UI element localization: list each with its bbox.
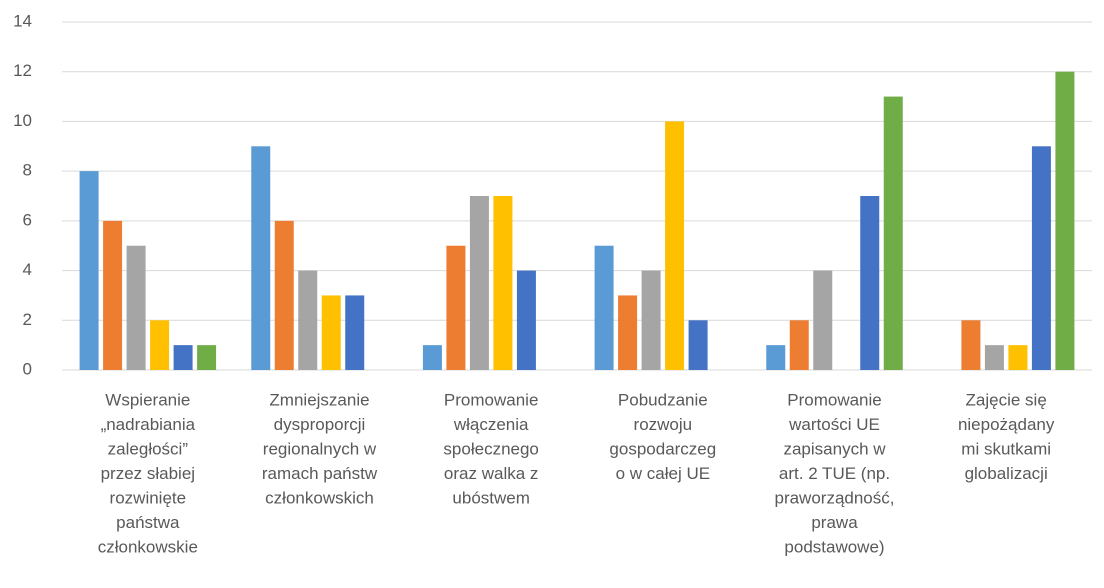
- y-tick-label: 12: [13, 61, 32, 80]
- bar: [1031, 146, 1051, 370]
- bar: [197, 345, 217, 370]
- x-tick-label: członkowskie: [98, 537, 198, 556]
- bar: [321, 295, 341, 370]
- y-tick-label: 8: [23, 161, 32, 180]
- x-tick-label: ramach państw: [262, 464, 378, 483]
- y-tick-label: 6: [23, 210, 32, 229]
- x-tick-label: społecznego: [443, 439, 538, 458]
- bar: [961, 320, 981, 370]
- x-tick-label: państwa: [116, 513, 180, 532]
- bar: [813, 270, 833, 370]
- x-tick-label: Wspieranie: [105, 390, 190, 409]
- bar: [984, 345, 1004, 370]
- y-tick-label: 14: [13, 11, 32, 30]
- bar: [516, 270, 536, 370]
- x-tick-label: niepożądany: [958, 415, 1055, 434]
- x-tick-label: ubóstwem: [452, 488, 529, 507]
- x-tick-label: wartości UE: [788, 415, 880, 434]
- bar: [173, 345, 193, 370]
- x-tick-label: podstawowe): [784, 537, 884, 556]
- bar: [103, 220, 123, 370]
- bar: [298, 270, 318, 370]
- bar: [493, 196, 513, 370]
- x-tick-label: gospodarczeg: [609, 439, 716, 458]
- bar: [883, 96, 903, 371]
- x-tick-label: rozwinięte: [110, 488, 187, 507]
- bar: [126, 245, 146, 370]
- bar: [688, 320, 708, 370]
- x-tick-label: mi skutkami: [961, 439, 1051, 458]
- bar: [79, 171, 99, 370]
- x-tick-label: prawa: [811, 513, 858, 532]
- bar: [345, 295, 365, 370]
- bar: [422, 345, 442, 370]
- x-tick-label: członkowskich: [265, 488, 374, 507]
- x-tick-label: „nadrabiania: [101, 415, 196, 434]
- x-tick-label: globalizacji: [965, 464, 1048, 483]
- bar: [860, 196, 880, 370]
- bar: [1055, 71, 1075, 370]
- bar: [618, 295, 638, 370]
- x-tick-label: art. 2 TUE (np.: [779, 464, 890, 483]
- bar: [641, 270, 661, 370]
- bar: [789, 320, 809, 370]
- x-tick-label: przez słabiej: [101, 464, 196, 483]
- y-tick-label: 10: [13, 111, 32, 130]
- x-tick-label: Zmniejszanie: [269, 390, 369, 409]
- bar: [446, 245, 466, 370]
- x-tick-label: oraz walka z: [444, 464, 538, 483]
- y-tick-label: 2: [23, 310, 32, 329]
- x-tick-label: praworządność,: [774, 488, 894, 507]
- x-tick-label: o w całej UE: [616, 464, 710, 483]
- x-tick-label: włączenia: [453, 415, 529, 434]
- bar: [594, 245, 614, 370]
- x-tick-label: Pobudzanie: [618, 390, 708, 409]
- x-tick-label: rozwoju: [634, 415, 693, 434]
- bar: [251, 146, 271, 370]
- bar: [150, 320, 170, 370]
- y-tick-label: 4: [23, 260, 32, 279]
- x-tick-label: Promowanie: [787, 390, 882, 409]
- x-tick-label: Zajęcie się: [966, 390, 1047, 409]
- bar: [274, 220, 294, 370]
- bar: [1008, 345, 1028, 370]
- y-tick-label: 0: [23, 359, 32, 378]
- bar: [766, 345, 786, 370]
- x-tick-label: zaległości”: [108, 439, 189, 458]
- x-tick-label: regionalnych w: [263, 439, 377, 458]
- x-tick-label: Promowanie: [444, 390, 539, 409]
- x-tick-label: dysproporcji: [274, 415, 366, 434]
- bar: [469, 196, 489, 370]
- bar: [665, 121, 685, 370]
- x-tick-label: zapisanych w: [783, 439, 886, 458]
